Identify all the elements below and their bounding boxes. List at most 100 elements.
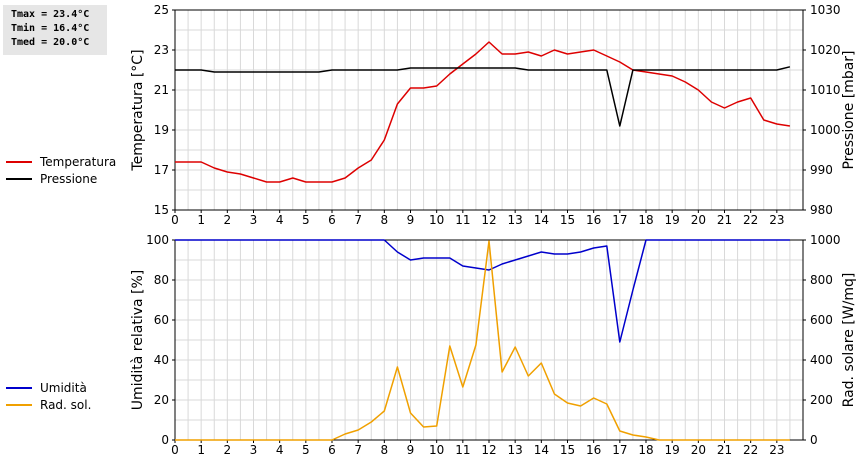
x-tick-label: 15 — [560, 443, 575, 457]
y2-tick-label: 1010 — [810, 83, 841, 97]
y2-axis-label: Rad. solare [W/mq] — [841, 273, 857, 408]
x-tick-label: 0 — [171, 443, 179, 457]
x-tick-label: 21 — [717, 443, 732, 457]
x-tick-label: 12 — [481, 443, 496, 457]
y2-tick-label: 980 — [810, 203, 833, 217]
x-tick-label: 18 — [638, 213, 653, 227]
x-tick-label: 5 — [302, 213, 310, 227]
x-tick-label: 2 — [224, 443, 232, 457]
legend-swatch-pressione — [6, 177, 32, 180]
x-tick-label: 13 — [508, 213, 523, 227]
x-tick-label: 2 — [224, 213, 232, 227]
y2-tick-label: 800 — [810, 273, 833, 287]
x-tick-label: 11 — [455, 213, 470, 227]
legend-label-temperatura: Temperatura — [40, 154, 117, 169]
legend-swatch-umidita — [6, 386, 32, 389]
x-tick-label: 4 — [276, 213, 284, 227]
x-tick-label: 6 — [328, 213, 336, 227]
x-tick-label: 20 — [691, 213, 706, 227]
legend-swatch-temperatura — [6, 160, 32, 163]
y2-tick-label: 200 — [810, 393, 833, 407]
series-line-temperatura — [175, 41, 791, 183]
y-tick-label: 23 — [154, 43, 169, 57]
stat-tmed: Tmed = 20.0°C — [11, 37, 90, 48]
x-tick-label: 22 — [743, 213, 758, 227]
x-tick-label: 19 — [665, 213, 680, 227]
y-tick-label: 20 — [154, 393, 169, 407]
x-tick-label: 3 — [250, 213, 258, 227]
legend-top: Temperatura Pressione — [6, 153, 116, 187]
x-tick-label: 23 — [769, 213, 784, 227]
x-tick-label: 8 — [381, 443, 389, 457]
x-tick-label: 9 — [407, 213, 415, 227]
x-tick-label: 3 — [250, 443, 258, 457]
stat-tmin: Tmin = 16.4°C — [11, 23, 90, 34]
x-tick-label: 22 — [743, 443, 758, 457]
x-tick-label: 19 — [665, 443, 680, 457]
y-tick-label: 19 — [154, 123, 169, 137]
x-tick-label: 18 — [638, 443, 653, 457]
x-tick-label: 14 — [534, 213, 549, 227]
x-tick-label: 23 — [769, 443, 784, 457]
y2-tick-label: 1030 — [810, 3, 841, 17]
x-tick-label: 14 — [534, 443, 549, 457]
x-tick-label: 1 — [197, 213, 205, 227]
x-tick-label: 13 — [508, 443, 523, 457]
y2-tick-label: 990 — [810, 163, 833, 177]
x-tick-label: 0 — [171, 213, 179, 227]
legend-item-temperatura: Temperatura — [6, 153, 116, 170]
x-tick-label: 7 — [354, 213, 362, 227]
legend-label-radsol: Rad. sol. — [40, 397, 92, 412]
x-tick-label: 7 — [354, 443, 362, 457]
y-tick-label: 25 — [154, 3, 169, 17]
y2-axis-label: Pressione [mbar] — [841, 50, 857, 169]
series-line-rad-sol- — [175, 240, 790, 441]
x-tick-label: 20 — [691, 443, 706, 457]
x-tick-label: 10 — [429, 443, 444, 457]
y2-tick-label: 400 — [810, 353, 833, 367]
x-tick-label: 21 — [717, 213, 732, 227]
y2-tick-label: 1020 — [810, 43, 841, 57]
x-tick-label: 11 — [455, 443, 470, 457]
stats-box: Tmax = 23.4°C Tmin = 16.4°C Tmed = 20.0°… — [3, 5, 107, 55]
y-tick-label: 100 — [146, 233, 169, 247]
series-line-pressione — [175, 66, 791, 127]
x-tick-label: 16 — [586, 443, 601, 457]
legend-label-pressione: Pressione — [40, 171, 98, 186]
y-tick-label: 21 — [154, 83, 169, 97]
x-tick-label: 8 — [381, 213, 389, 227]
x-tick-label: 15 — [560, 213, 575, 227]
y-tick-label: 40 — [154, 353, 169, 367]
series-line-umidit- — [175, 239, 790, 343]
legend-label-umidita: Umidità — [40, 380, 87, 395]
stat-tmax: Tmax = 23.4°C — [11, 9, 90, 20]
legend-swatch-radsol — [6, 403, 32, 406]
legend-item-radsol: Rad. sol. — [6, 396, 91, 413]
x-tick-label: 1 — [197, 443, 205, 457]
y-tick-label: 80 — [154, 273, 169, 287]
x-tick-label: 17 — [612, 213, 627, 227]
chart-0: 0 1 2 3 4 5 6 7 8 9 10 11 12 13 14 15 16 17 18 19 20 21 22 2315… — [130, 3, 857, 227]
x-tick-label: 12 — [481, 213, 496, 227]
x-tick-label: 9 — [407, 443, 415, 457]
y2-tick-label: 0 — [810, 433, 818, 447]
y-tick-label: 15 — [154, 203, 169, 217]
x-tick-label: 10 — [429, 213, 444, 227]
y2-tick-label: 1000 — [810, 233, 841, 247]
x-tick-label: 4 — [276, 443, 284, 457]
x-tick-label: 16 — [586, 213, 601, 227]
legend-item-umidita: Umidità — [6, 379, 91, 396]
y-tick-label: 60 — [154, 313, 169, 327]
y-tick-label: 0 — [161, 433, 169, 447]
y-tick-label: 17 — [154, 163, 169, 177]
x-tick-label: 17 — [612, 443, 627, 457]
y2-tick-label: 600 — [810, 313, 833, 327]
x-tick-label: 6 — [328, 443, 336, 457]
y-axis-label: Temperatura [°C] — [130, 49, 146, 171]
y2-tick-label: 1000 — [810, 123, 841, 137]
chart-1: 0 1 2 3 4 5 6 7 8 9 10 11 12 13 14 15 16 17 18 19 20 21 22 2302… — [130, 233, 857, 457]
legend-item-pressione: Pressione — [6, 170, 116, 187]
y-axis-label: Umidità relativa [%] — [130, 270, 146, 411]
x-tick-label: 5 — [302, 443, 310, 457]
